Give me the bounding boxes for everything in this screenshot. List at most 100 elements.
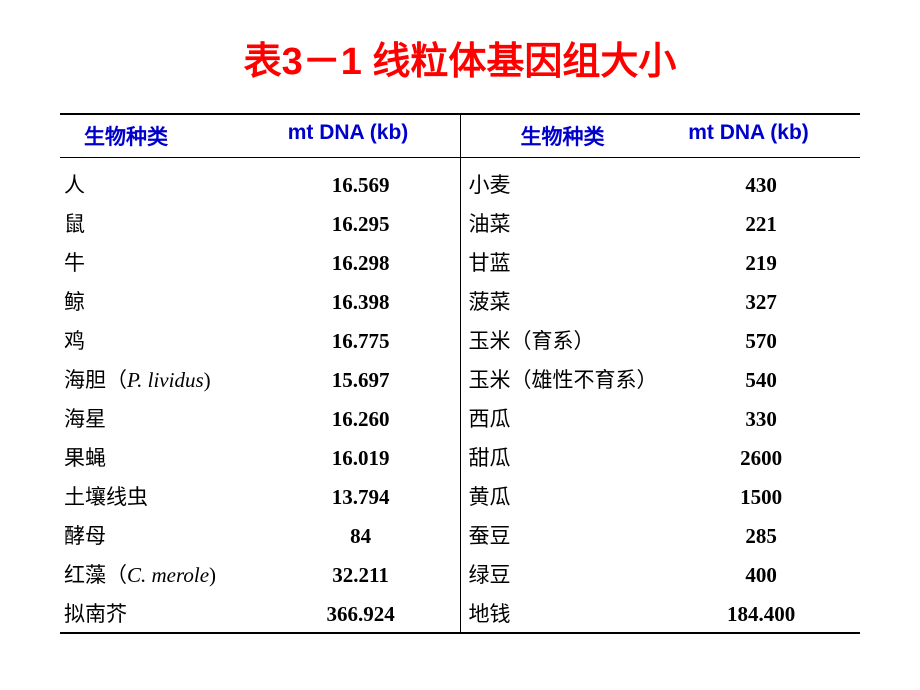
- table-row: 菠菜 327: [461, 281, 861, 320]
- species-text-post: ): [204, 368, 211, 392]
- species-text: 蚕豆: [469, 524, 511, 548]
- species-cell: 玉米（育系）: [461, 325, 693, 355]
- species-cell: 酵母: [60, 520, 292, 550]
- species-cell: 甜瓜: [461, 442, 693, 472]
- species-cell: 人: [60, 169, 292, 199]
- left-data-rows: 人16.569鼠16.295牛16.298鲸16.398鸡16.775海胆（P.…: [60, 158, 460, 632]
- species-text: 玉米（雄性不育系）: [469, 368, 658, 392]
- value-cell: 219: [692, 251, 860, 276]
- table-row: 海胆（P. lividus)15.697: [60, 359, 460, 398]
- species-text: 小麦: [469, 173, 511, 197]
- value-cell: 16.775: [292, 329, 460, 354]
- species-cell: 玉米（雄性不育系）: [461, 364, 693, 394]
- species-cell: 地钱: [461, 598, 693, 628]
- table-row: 鼠16.295: [60, 203, 460, 242]
- value-cell: 16.260: [292, 407, 460, 432]
- value-cell: 84: [292, 524, 460, 549]
- species-text: 甜瓜: [469, 446, 511, 470]
- value-cell: 1500: [692, 485, 860, 510]
- value-cell: 16.398: [292, 290, 460, 315]
- table-row: 海星 16.260: [60, 398, 460, 437]
- value-cell: 184.400: [692, 602, 860, 627]
- table-row: 红藻（C. merole)32.211: [60, 554, 460, 593]
- species-text: 红藻（: [64, 563, 127, 587]
- header-species-right: 生物种类: [461, 121, 681, 151]
- species-cell: 牛: [60, 247, 292, 277]
- species-cell: 蚕豆: [461, 520, 693, 550]
- species-text: 海星: [64, 407, 106, 431]
- species-latin: C. merole: [127, 563, 209, 587]
- right-data-rows: 小麦430油菜221甘蓝219菠菜327玉米（育系）570玉米（雄性不育系）54…: [461, 158, 861, 632]
- value-cell: 330: [692, 407, 860, 432]
- species-text: 鲸: [64, 290, 85, 314]
- value-cell: 327: [692, 290, 860, 315]
- species-text: 绿豆: [469, 563, 511, 587]
- table-row: 绿豆400: [461, 554, 861, 593]
- species-cell: 甘蓝: [461, 247, 693, 277]
- species-text: 牛: [64, 251, 85, 275]
- value-cell: 16.298: [292, 251, 460, 276]
- species-cell: 鼠: [60, 208, 292, 238]
- species-cell: 菠菜: [461, 286, 693, 316]
- table-row: 小麦430: [461, 164, 861, 203]
- species-text: 甘蓝: [469, 251, 511, 275]
- species-text: 黄瓜: [469, 485, 511, 509]
- table-row: 油菜221: [461, 203, 861, 242]
- species-text-post: ): [209, 563, 216, 587]
- value-cell: 221: [692, 212, 860, 237]
- species-text: 地钱: [469, 602, 511, 626]
- value-cell: 2600: [692, 446, 860, 471]
- table-row: 甘蓝 219: [461, 242, 861, 281]
- species-text: 海胆（: [64, 368, 127, 392]
- value-cell: 570: [692, 329, 860, 354]
- species-text: 鼠: [64, 212, 85, 236]
- species-cell: 红藻（C. merole): [60, 559, 292, 589]
- value-cell: 15.697: [292, 368, 460, 393]
- header-species-left: 生物种类: [60, 121, 280, 151]
- table-row: 玉米（育系） 570: [461, 320, 861, 359]
- table-row: 玉米（雄性不育系） 540: [461, 359, 861, 398]
- table-row: 土壤线虫13.794: [60, 476, 460, 515]
- species-text: 鸡: [64, 329, 85, 353]
- species-text: 人: [64, 173, 85, 197]
- species-cell: 拟南芥: [60, 598, 292, 628]
- species-cell: 黄瓜: [461, 481, 693, 511]
- header-value-right: mt DNA (kb): [680, 121, 860, 151]
- species-text: 菠菜: [469, 290, 511, 314]
- table-row: 蚕豆285: [461, 515, 861, 554]
- species-cell: 鲸: [60, 286, 292, 316]
- right-column-group: 生物种类 mt DNA (kb) 小麦430油菜221甘蓝219菠菜327玉米（…: [461, 115, 861, 632]
- species-cell: 小麦: [461, 169, 693, 199]
- value-cell: 540: [692, 368, 860, 393]
- species-text: 果蝇: [64, 446, 106, 470]
- table-row: 拟南芥 366.924: [60, 593, 460, 632]
- species-cell: 绿豆: [461, 559, 693, 589]
- species-latin: P. lividus: [127, 368, 204, 392]
- species-text: 玉米（育系）: [469, 329, 595, 353]
- species-cell: 土壤线虫: [60, 481, 292, 511]
- value-cell: 366.924: [292, 602, 460, 627]
- species-text: 西瓜: [469, 407, 511, 431]
- species-text: 土壤线虫: [64, 485, 148, 509]
- table-row: 地钱 184.400: [461, 593, 861, 632]
- species-text: 拟南芥: [64, 602, 127, 626]
- value-cell: 16.569: [292, 173, 460, 198]
- table-row: 鲸 16.398: [60, 281, 460, 320]
- table-bottom-rule: [60, 632, 860, 634]
- header-row-right: 生物种类 mt DNA (kb): [461, 115, 861, 158]
- table-row: 鸡 16.775: [60, 320, 460, 359]
- species-cell: 西瓜: [461, 403, 693, 433]
- table-row: 果蝇16.019: [60, 437, 460, 476]
- table-row: 甜瓜 2600: [461, 437, 861, 476]
- left-column-group: 生物种类 mt DNA (kb) 人 16.569 鼠16.295 牛 16.298 鲸 1…: [60, 115, 461, 632]
- species-text: 酵母: [64, 524, 106, 548]
- species-cell: 鸡: [60, 325, 292, 355]
- table-row: 酵母 84: [60, 515, 460, 554]
- species-cell: 油菜: [461, 208, 693, 238]
- species-cell: 果蝇: [60, 442, 292, 472]
- data-table: 生物种类 mt DNA (kb) 人 16.569 鼠16.295 牛 16.298 鲸 1…: [60, 113, 860, 632]
- species-cell: 海胆（P. lividus): [60, 364, 292, 394]
- table-title: 表3－1 线粒体基因组大小: [60, 30, 860, 85]
- header-row-left: 生物种类 mt DNA (kb): [60, 115, 460, 158]
- value-cell: 32.211: [292, 563, 460, 588]
